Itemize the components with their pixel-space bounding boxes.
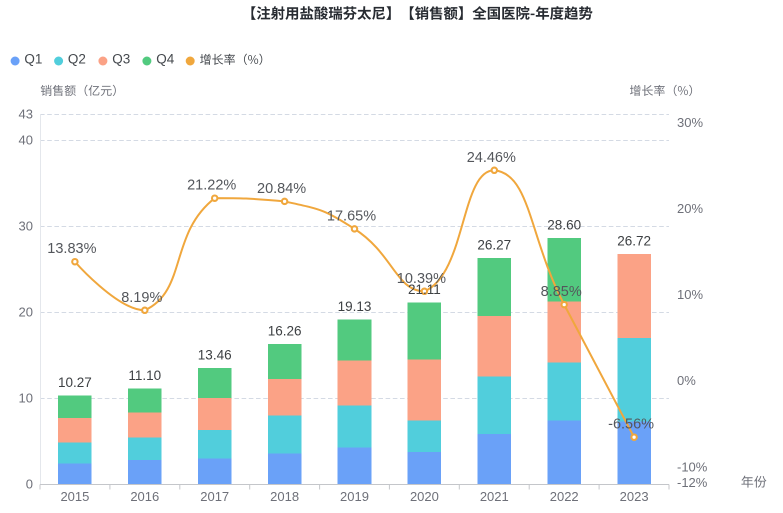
svg-text:Q2: Q2 [68, 52, 86, 67]
svg-text:16.26: 16.26 [268, 324, 302, 339]
svg-text:10: 10 [19, 391, 33, 406]
svg-text:26.27: 26.27 [477, 238, 511, 253]
svg-text:17.65%: 17.65% [327, 208, 376, 224]
svg-text:8.19%: 8.19% [121, 290, 162, 306]
svg-text:13.83%: 13.83% [47, 241, 96, 257]
svg-text:8.85%: 8.85% [541, 284, 582, 300]
svg-text:20%: 20% [677, 201, 703, 216]
svg-text:10.39%: 10.39% [397, 271, 446, 287]
svg-text:30%: 30% [677, 115, 703, 130]
svg-text:2015: 2015 [60, 489, 89, 504]
svg-text:Q4: Q4 [156, 52, 175, 67]
svg-text:Q1: Q1 [24, 52, 42, 67]
svg-text:10.27: 10.27 [58, 375, 92, 390]
svg-text:20: 20 [19, 304, 33, 319]
svg-text:0%: 0% [677, 373, 696, 388]
svg-text:43: 43 [19, 107, 33, 122]
svg-text:13.46: 13.46 [198, 348, 232, 363]
svg-text:21.22%: 21.22% [187, 178, 236, 194]
svg-text:10%: 10% [677, 287, 703, 302]
svg-text:21.11: 21.11 [408, 282, 441, 297]
svg-text:28.60: 28.60 [547, 217, 581, 232]
svg-text:2019: 2019 [340, 489, 369, 504]
svg-text:30: 30 [19, 218, 33, 233]
svg-text:2016: 2016 [130, 489, 159, 504]
svg-text:2021: 2021 [480, 489, 509, 504]
svg-text:2023: 2023 [620, 489, 649, 504]
svg-text:19.13: 19.13 [338, 299, 372, 314]
svg-text:2018: 2018 [270, 489, 299, 504]
svg-text:40: 40 [19, 132, 33, 147]
svg-text:-6.56%: -6.56% [608, 417, 654, 433]
svg-text:2017: 2017 [200, 489, 229, 504]
svg-text:2022: 2022 [550, 489, 579, 504]
svg-text:Q3: Q3 [112, 52, 130, 67]
svg-text:26.72: 26.72 [617, 234, 651, 249]
svg-text:11.10: 11.10 [128, 368, 161, 383]
svg-text:0: 0 [26, 477, 33, 492]
svg-text:24.46%: 24.46% [467, 150, 516, 166]
svg-text:-10%: -10% [677, 459, 708, 474]
svg-text:20.84%: 20.84% [257, 181, 306, 197]
svg-text:-12%: -12% [677, 475, 708, 490]
svg-text:2020: 2020 [410, 489, 439, 504]
